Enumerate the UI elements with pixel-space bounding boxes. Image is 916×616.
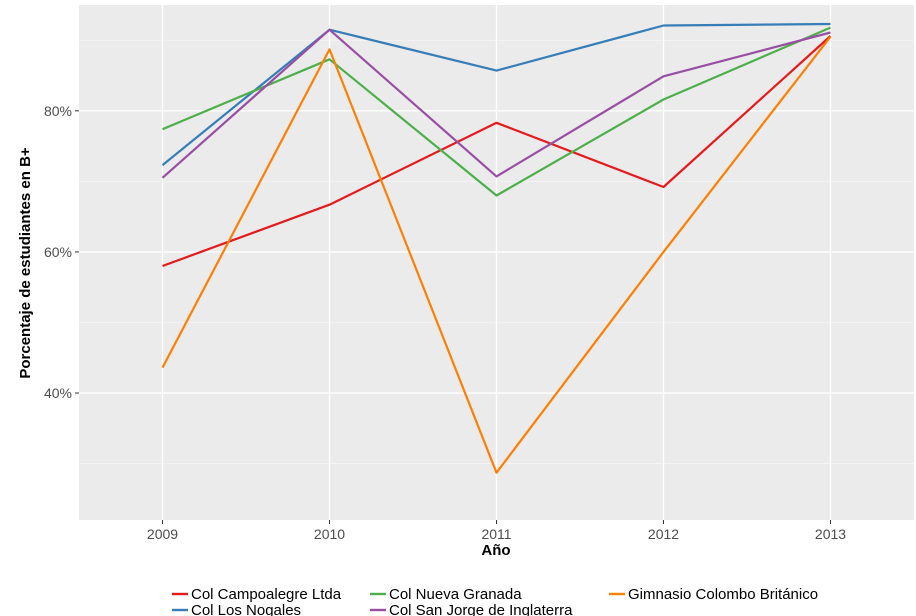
y-axis: 40% 60% 80% [44,103,79,401]
series-line [162,26,831,197]
x-tick-label: 2011 [481,526,511,542]
legend-label: Col San Jorge de Inglaterra [389,602,573,616]
legend-label: Col Campoalegre Ltda [191,586,342,603]
y-tick-label: 60% [44,244,72,260]
legend-label: Gimnasio Colombo Británico [628,586,818,603]
x-tick-label: 2009 [147,526,178,542]
x-axis: 2009 2010 2011 2012 2013 [147,520,846,542]
series-line [161,28,831,179]
series-lines [161,22,832,474]
legend-label: Col Los Nogales [191,602,301,616]
major-gridlines [79,5,914,520]
y-tick-label: 80% [44,103,72,119]
x-tick-label: 2010 [314,526,345,542]
series-line [161,36,832,474]
y-tick-label: 40% [44,385,72,401]
series-line [161,22,831,166]
legend-label: Col Nueva Granada [389,586,522,603]
series-line [162,35,832,268]
x-tick-label: 2012 [648,526,679,542]
y-axis-title: Porcentaje de estudiantes en B+ [17,147,34,379]
x-tick-label: 2013 [815,526,846,542]
x-axis-title: Año [481,542,510,559]
